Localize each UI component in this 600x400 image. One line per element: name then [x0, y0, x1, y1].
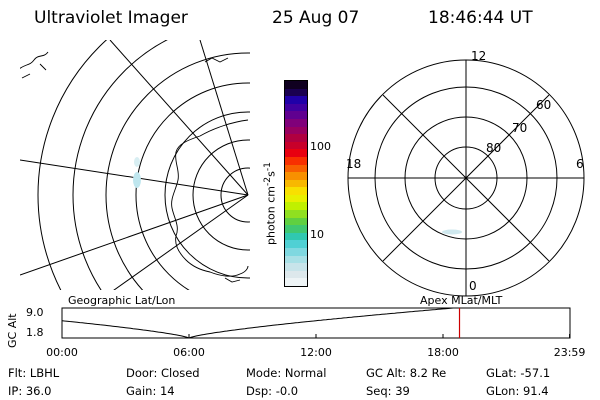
longitude-lines — [20, 40, 249, 290]
colorbar-segment — [285, 255, 307, 264]
colorbar-segment — [285, 134, 307, 142]
geographic-label: Geographic Lat/Lon — [68, 294, 176, 307]
timeline-frame — [61, 307, 571, 339]
colorbar-segment — [285, 149, 307, 157]
colorbar-units-label: photon cm-2s-1 — [262, 162, 278, 245]
colorbar — [284, 80, 308, 287]
orbit-altitude-curve — [61, 307, 570, 339]
colorbar-segment — [285, 111, 307, 119]
colorbar-segment — [285, 225, 307, 233]
colorbar-segment — [285, 88, 307, 97]
info-ip: IP: 36.0 — [8, 384, 52, 398]
date-label: 25 Aug 07 — [272, 8, 360, 28]
colorbar-segment — [285, 118, 307, 127]
auroral-emission — [133, 172, 141, 188]
mlt-label-18: 18 — [346, 157, 361, 171]
colorbar-segment — [285, 126, 307, 135]
info-glat: GLat: -57.1 — [486, 366, 551, 380]
ring-label-70: 70 — [512, 121, 527, 135]
apex-label: Apex MLat/MLT — [420, 294, 503, 307]
colorbar-segment — [285, 103, 307, 112]
info-mode: Mode: Normal — [246, 366, 327, 380]
time-tick-label: 06:00 — [173, 346, 205, 359]
time-tick-label: 00:00 — [46, 346, 78, 359]
info-gain: Gain: 14 — [126, 384, 175, 398]
time-label: 18:46:44 UT — [428, 8, 533, 28]
colorbar-segment — [285, 80, 307, 89]
colorbar-segment — [285, 232, 307, 241]
colorbar-segment — [285, 240, 307, 249]
mlt-label-12: 12 — [471, 49, 486, 63]
colorbar-segment — [285, 164, 307, 173]
colorbar-segment — [285, 96, 307, 104]
colorbar-segment — [285, 187, 307, 195]
geographic-map — [20, 40, 250, 290]
ring-label-60: 60 — [536, 98, 551, 112]
colorbar-segment — [285, 179, 307, 188]
colorbar-segment — [285, 210, 307, 218]
colorbar-segment — [285, 172, 307, 180]
colorbar-segment — [285, 194, 307, 203]
time-tick-label: 12:00 — [300, 346, 332, 359]
colorbar-segment — [285, 202, 307, 211]
colorbar-segment — [285, 278, 307, 286]
colorbar-tick-10: 10 — [310, 228, 324, 241]
time-tick-label: 18:00 — [427, 346, 459, 359]
auroral-emission — [134, 157, 140, 167]
colorbar-segment — [285, 141, 307, 150]
ring-label-80: 80 — [486, 141, 501, 155]
colorbar-tick-100: 100 — [310, 140, 331, 153]
altitude-max-label: 9.0 — [26, 306, 44, 319]
coastline — [20, 51, 249, 283]
polar-dial: 12 18 6 0 60 70 80 — [346, 49, 585, 297]
info-filter: Flt: LBHL — [8, 366, 60, 380]
colorbar-segment — [285, 248, 307, 256]
auroral-emission — [442, 229, 462, 235]
altitude-min-label: 1.8 — [26, 326, 44, 339]
instrument-title: Ultraviolet Imager — [34, 8, 188, 28]
colorbar-segment — [285, 217, 307, 226]
mlt-label-0: 0 — [469, 279, 477, 293]
mlt-label-6: 6 — [576, 157, 584, 171]
latitude-arcs — [37, 40, 250, 290]
info-dsp: Dsp: -0.0 — [246, 384, 299, 398]
colorbar-segment — [285, 263, 307, 271]
altitude-timeline — [61, 307, 571, 339]
colorbar-segment — [285, 270, 307, 279]
info-glon: GLon: 91.4 — [486, 384, 549, 398]
info-door: Door: Closed — [126, 366, 200, 380]
time-tick-label: 23:59 — [553, 346, 586, 359]
info-seq: Seq: 39 — [366, 384, 410, 398]
colorbar-segment — [285, 156, 307, 165]
info-gc-alt: GC Alt: 8.2 Re — [366, 366, 447, 380]
